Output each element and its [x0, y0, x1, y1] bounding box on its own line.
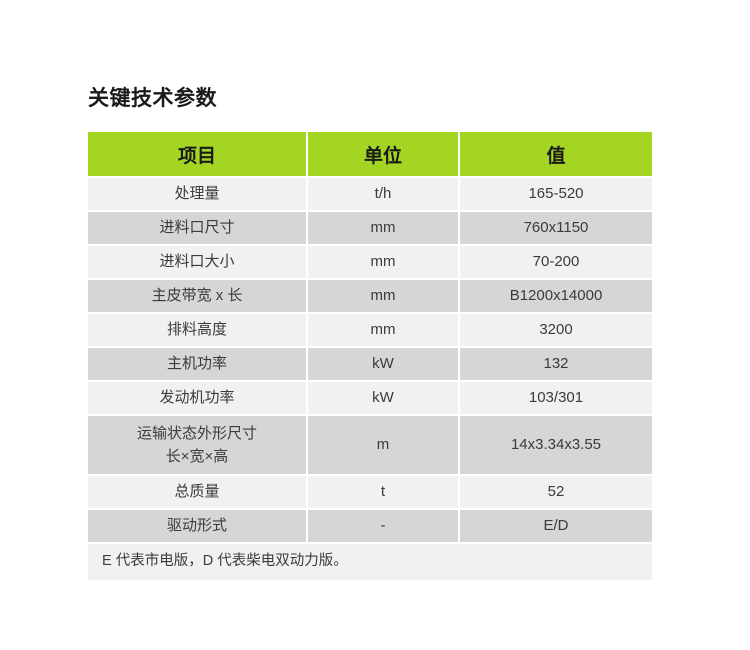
cell-item: 进料口尺寸	[88, 212, 308, 246]
table-row: 运输状态外形尺寸 长×宽×高 m 14x3.34x3.55	[88, 416, 652, 476]
table-row: 进料口尺寸 mm 760x1150	[88, 212, 652, 246]
cell-value: 52	[460, 476, 652, 510]
table-row: 排料高度 mm 3200	[88, 314, 652, 348]
cell-item-line-1: 运输状态外形尺寸	[136, 424, 257, 442]
cell-item: 发动机功率	[88, 382, 308, 416]
cell-item-line-2: 长×宽×高	[165, 448, 229, 465]
column-header-item: 项目	[88, 132, 308, 178]
cell-unit: t	[308, 476, 460, 510]
cell-unit: -	[308, 510, 460, 544]
table-header-row: 项目 单位 值	[88, 132, 652, 178]
cell-item: 进料口大小	[88, 246, 308, 280]
table-row: 主皮带宽 x 长 mm B1200x14000	[88, 280, 652, 314]
cell-item: 总质量	[88, 476, 308, 510]
table-row: 主机功率 kW 132	[88, 348, 652, 382]
cell-item: 驱动形式	[88, 510, 308, 544]
cell-unit: mm	[308, 314, 460, 348]
cell-unit: kW	[308, 382, 460, 416]
cell-value: 165-520	[460, 178, 652, 212]
table-header: 项目 单位 值	[88, 132, 652, 178]
cell-unit: mm	[308, 212, 460, 246]
table-row: 总质量 t 52	[88, 476, 652, 510]
column-header-value: 值	[460, 132, 652, 178]
cell-item: 处理量	[88, 178, 308, 212]
cell-value: 103/301	[460, 382, 652, 416]
cell-value: B1200x14000	[460, 280, 652, 314]
cell-value: 132	[460, 348, 652, 382]
table-footnote-row: E 代表市电版，D 代表柴电双动力版。	[88, 544, 652, 580]
cell-unit: mm	[308, 246, 460, 280]
table-row: 驱动形式 - E/D	[88, 510, 652, 544]
cell-item: 排料高度	[88, 314, 308, 348]
technical-parameters-table: 项目 单位 值 处理量 t/h 165-520 进料口尺寸 mm 760x115…	[88, 132, 652, 580]
page-title: 关键技术参数	[88, 87, 217, 110]
cell-value: 760x1150	[460, 212, 652, 246]
cell-unit: kW	[308, 348, 460, 382]
cell-unit: m	[308, 416, 460, 476]
cell-item: 主机功率	[88, 348, 308, 382]
table-footnote: E 代表市电版，D 代表柴电双动力版。	[88, 544, 652, 580]
table-row: 处理量 t/h 165-520	[88, 178, 652, 212]
cell-value: 3200	[460, 314, 652, 348]
column-header-unit: 单位	[308, 132, 460, 178]
cell-item-multiline: 运输状态外形尺寸 长×宽×高	[92, 422, 302, 469]
cell-item: 运输状态外形尺寸 长×宽×高	[88, 416, 308, 476]
table-row: 发动机功率 kW 103/301	[88, 382, 652, 416]
cell-value: E/D	[460, 510, 652, 544]
cell-value: 70-200	[460, 246, 652, 280]
table-body: 处理量 t/h 165-520 进料口尺寸 mm 760x1150 进料口大小 …	[88, 178, 652, 580]
cell-unit: t/h	[308, 178, 460, 212]
cell-item: 主皮带宽 x 长	[88, 280, 308, 314]
cell-unit: mm	[308, 280, 460, 314]
cell-value: 14x3.34x3.55	[460, 416, 652, 476]
table-row: 进料口大小 mm 70-200	[88, 246, 652, 280]
